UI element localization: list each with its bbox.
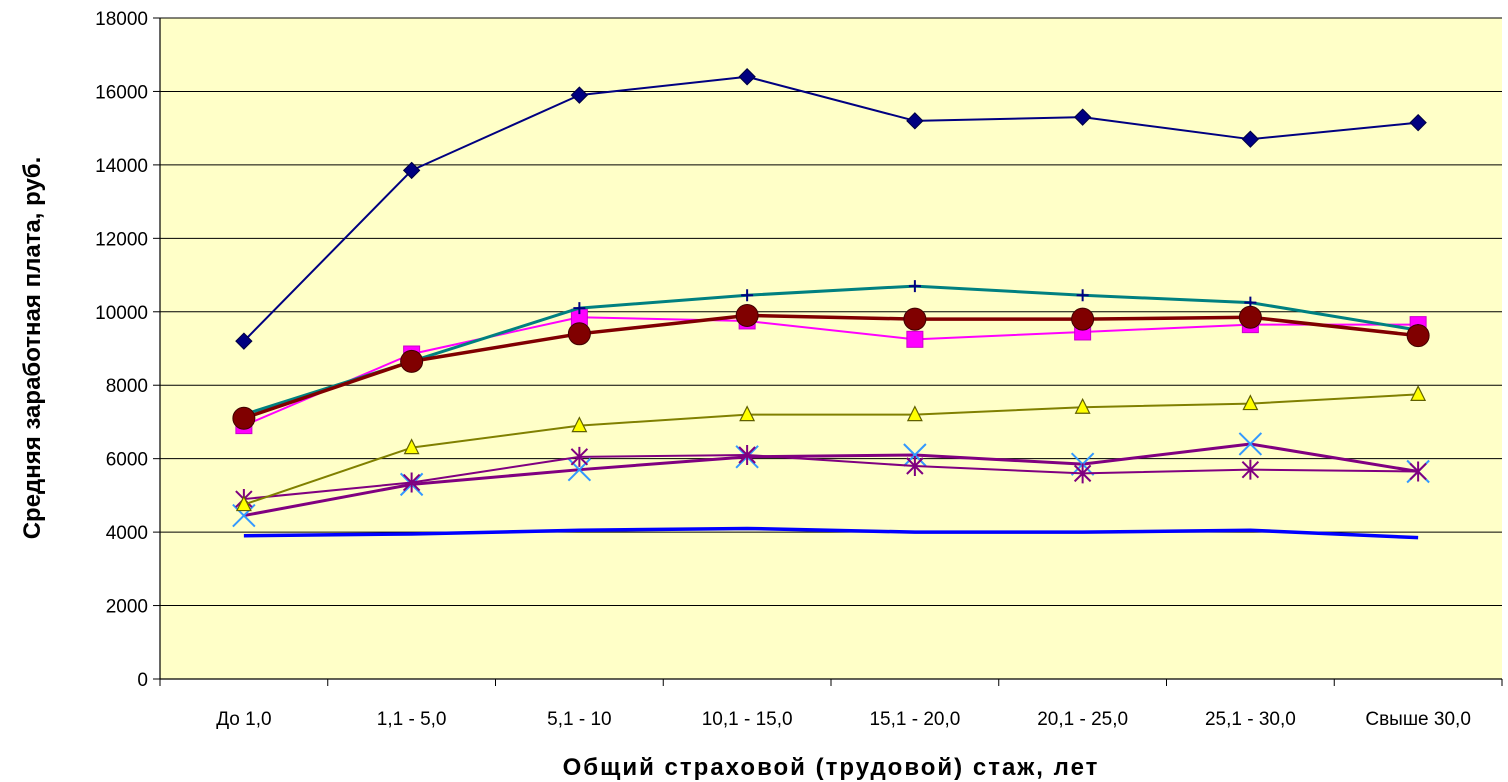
series-0-point-4 [906,112,924,130]
series-0-point-2 [570,86,589,104]
y-tick-label-5: 10000 [95,303,148,324]
series-6-point-4 [903,443,927,467]
x-tick-label-7: Свыше 30,0 [1365,709,1471,730]
series-0-line [243,75,1419,342]
series-4-point-2 [571,416,588,433]
series-7-line [243,526,1419,540]
series-6-point-6 [1238,432,1263,456]
y-tick-label-0: 0 [137,670,148,691]
series-4-point-5 [1074,397,1091,414]
series-2-line [243,316,1419,427]
y-tick-label-9: 18000 [95,9,148,30]
series-5-point-1 [402,472,421,493]
series-4-line [243,393,1419,506]
y-tick-label-1: 2000 [106,597,148,618]
series-5-point-2 [570,446,589,467]
x-tick-label-0: До 1,0 [216,709,271,730]
x-tick-label-2: 5,1 - 10 [547,709,611,730]
x-tick-label-4: 15,1 - 20,0 [869,709,960,730]
series-0-point-7 [1409,113,1427,132]
series-5-point-3 [738,444,756,465]
plot-background [160,18,1502,679]
series-4-point-1 [403,438,420,455]
series-3-point-3 [735,303,759,327]
series-3-point-5 [1071,307,1095,331]
series-4-point-3 [739,405,756,422]
y-axis-title: Средняя заработная плата, руб. [19,157,46,540]
series-3-line [243,313,1419,420]
x-axis-title: Общий страховой (трудовой) стаж, лет [563,754,1100,781]
y-tick-label-3: 6000 [106,450,148,471]
series-3-point-2 [567,322,591,346]
series-1-point-2 [573,302,586,315]
x-tick-label-1: 1,1 - 5,0 [377,709,447,730]
series-0-point-6 [1241,130,1260,148]
series-3-point-4 [903,307,927,331]
series-3-point-6 [1238,305,1262,329]
series-3-point-1 [400,349,424,373]
y-tick-label-8: 16000 [95,82,148,103]
x-tick-label-6: 25,1 - 30,0 [1205,709,1296,730]
series-4 [235,385,1427,512]
series-0-point-1 [402,161,421,180]
x-tick-label-5: 20,1 - 25,0 [1037,709,1128,730]
y-tick-label-2: 4000 [106,523,148,544]
series-4-point-4 [906,405,923,422]
series-1-point-5 [1076,289,1089,302]
series-1-line [243,284,1419,417]
x-tick-label-3: 10,1 - 15,0 [702,709,793,730]
series-6-point-2 [567,457,592,482]
series-5-point-6 [1241,459,1260,480]
series-0 [235,68,1427,350]
y-tick-label-4: 8000 [106,376,148,397]
series-6-point-0 [232,503,256,528]
series-3-point-7 [1406,324,1430,348]
series-5-point-4 [906,456,924,477]
series-7 [243,526,1419,540]
series-2-point-4 [906,330,924,348]
series-1-point-3 [741,289,754,302]
series-1-point-4 [908,280,921,293]
series-0-point-5 [1073,108,1092,126]
series-4-point-0 [235,495,252,512]
series-0-point-0 [235,332,253,350]
series-4-point-7 [1410,385,1427,402]
y-tick-label-7: 14000 [95,156,148,177]
series-5-line [243,453,1419,501]
series-3 [232,303,1430,430]
series-6-line [243,442,1419,518]
series-3-point-0 [232,406,256,430]
series-5-point-5 [1073,463,1092,484]
series-5-point-7 [1409,461,1427,482]
series-4-point-6 [1242,394,1259,411]
series-0-point-3 [738,68,756,86]
y-tick-label-6: 12000 [95,229,148,250]
